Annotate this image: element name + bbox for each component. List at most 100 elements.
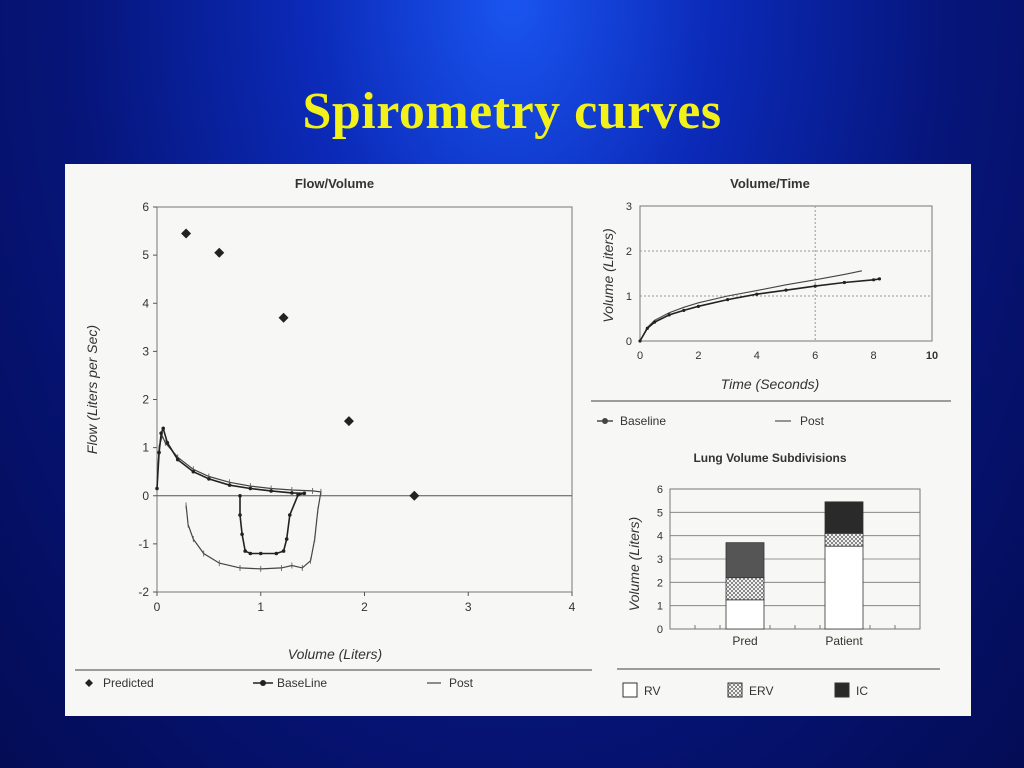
fv-y-tick-label: 1 xyxy=(142,441,149,455)
fv-series-post-line xyxy=(156,433,322,570)
fv-baseline-point xyxy=(248,486,253,491)
fv-series-baseline-line xyxy=(156,426,305,555)
fv-plot-frame xyxy=(156,206,573,593)
lv-bar-segment xyxy=(824,545,864,630)
lv-bar-segment xyxy=(725,577,765,601)
fv-legend-baseline-marker xyxy=(260,680,266,686)
fv-predicted-point xyxy=(278,312,289,323)
lv-legend-swatch xyxy=(727,682,743,698)
fv-baseline-point xyxy=(290,491,294,495)
fv-baseline-point xyxy=(296,492,300,497)
vt-baseline-point xyxy=(872,278,876,282)
fv-x-tick-label: 1 xyxy=(257,600,264,614)
vt-plot-frame xyxy=(639,205,933,342)
vt-y-axis-label: Volume (Liters) xyxy=(600,228,616,322)
fv-baseline-point xyxy=(248,551,253,556)
fv-baseline-point xyxy=(165,441,170,445)
vt-x-tick-label: 4 xyxy=(754,350,760,362)
fv-y-tick-label: -1 xyxy=(138,537,149,551)
vt-baseline-point xyxy=(842,280,847,285)
slide-title: Spirometry curves xyxy=(302,83,722,140)
vt-baseline-point xyxy=(784,288,788,292)
lv-y-tick-label: 4 xyxy=(657,531,663,543)
fv-y-tick-label: -2 xyxy=(138,585,149,599)
fv-x-tick-label: 4 xyxy=(569,600,576,614)
fv-baseline-point xyxy=(281,549,286,553)
lv-legend-label: IC xyxy=(856,684,868,698)
fv-baseline-point xyxy=(161,426,166,431)
fv-baseline-point xyxy=(175,457,180,462)
fv-legend-predicted-label: Predicted xyxy=(103,676,154,690)
fv-baseline-point xyxy=(302,491,307,496)
fv-y-tick-label: 2 xyxy=(142,393,149,407)
vt-baseline-point xyxy=(667,313,671,317)
fv-predicted-point xyxy=(181,228,192,239)
lv-y-tick-label: 3 xyxy=(657,554,663,566)
fv-baseline-point xyxy=(284,537,289,541)
lv-legend-swatch xyxy=(834,682,850,698)
vt-baseline-point xyxy=(726,298,730,302)
spirometry-figure: Flow/Volume -2 -1 0 1 2 3 4 5 6 0 1 2 3 4 Volume (Liter… xyxy=(65,164,971,716)
fv-baseline-point xyxy=(159,431,163,435)
fv-x-axis-label: Volume (Liters) xyxy=(288,646,382,662)
fv-baseline-point xyxy=(269,489,273,493)
lv-y-axis-label: Volume (Liters) xyxy=(626,517,642,611)
fv-y-tick-label: 3 xyxy=(142,344,149,358)
fv-predicted-point xyxy=(214,247,225,258)
figure-canvas: Flow/Volume -2 -1 0 1 2 3 4 5 6 0 1 2 3 4 Volume (Liter… xyxy=(75,176,951,698)
vt-baseline-point xyxy=(653,320,657,324)
fv-legend-baseline-label: BaseLine xyxy=(277,676,327,690)
fv-baseline-point xyxy=(155,486,159,491)
vt-baseline-point xyxy=(813,284,817,288)
lv-legend-swatch xyxy=(622,682,638,698)
fv-legend-post-label: Post xyxy=(449,676,474,690)
vt-y-tick-label: 1 xyxy=(626,291,632,303)
vt-x-tick-label: 8 xyxy=(871,350,877,362)
vt-baseline-point xyxy=(696,304,701,308)
fv-legend-predicted-marker xyxy=(85,679,93,687)
vt-x-tick-label: 6 xyxy=(812,350,818,362)
fv-baseline-point xyxy=(288,513,292,517)
fv-baseline-point xyxy=(240,532,244,537)
fv-baseline-point xyxy=(238,513,242,517)
lv-y-tick-label: 5 xyxy=(657,507,663,519)
vt-legend-post-label: Post xyxy=(800,414,825,428)
fv-baseline-point xyxy=(258,551,263,556)
vt-x-tick-label: 2 xyxy=(695,350,701,362)
vt-baseline-point xyxy=(682,308,686,312)
lv-bar-segment xyxy=(824,532,864,547)
fv-x-tick-label: 0 xyxy=(154,600,161,614)
vt-y-tick-label: 2 xyxy=(626,246,632,258)
lv-bar-segment xyxy=(725,542,765,579)
fv-title: Flow/Volume xyxy=(295,176,374,191)
lv-y-tick-label: 2 xyxy=(657,577,663,589)
fv-baseline-point xyxy=(238,493,242,498)
fv-predicted-point xyxy=(409,490,420,501)
fv-y-tick-label: 6 xyxy=(142,200,149,214)
vt-baseline-point xyxy=(755,292,759,296)
lv-bar-segment xyxy=(824,501,864,534)
lv-y-tick-label: 0 xyxy=(657,624,663,636)
vt-baseline-point xyxy=(877,277,882,281)
vt-baseline-point xyxy=(638,339,642,343)
fv-y-tick-label: 0 xyxy=(142,489,149,503)
fv-baseline-point xyxy=(227,483,232,487)
lv-legend-label: ERV xyxy=(749,684,773,698)
fv-baseline-point xyxy=(207,477,211,481)
vt-y-tick-label: 3 xyxy=(626,201,632,213)
lv-legend-label: RV xyxy=(644,684,660,698)
lv-category-label: Patient xyxy=(825,634,863,648)
vt-baseline-point xyxy=(645,326,649,330)
lv-y-tick-label: 1 xyxy=(657,601,663,613)
fv-y-axis-label: Flow (Liters per Sec) xyxy=(84,325,100,454)
fv-y-tick-label: 4 xyxy=(142,296,149,310)
vt-title: Volume/Time xyxy=(730,176,810,191)
vt-series-post-line xyxy=(639,270,863,342)
fv-x-tick-label: 2 xyxy=(361,600,368,614)
fv-baseline-point xyxy=(157,450,161,455)
fv-y-tick-label: 5 xyxy=(142,248,149,262)
fv-baseline-point xyxy=(191,469,196,474)
vt-x-axis-label: Time (Seconds) xyxy=(721,376,820,392)
lv-bar-segment xyxy=(725,599,765,630)
